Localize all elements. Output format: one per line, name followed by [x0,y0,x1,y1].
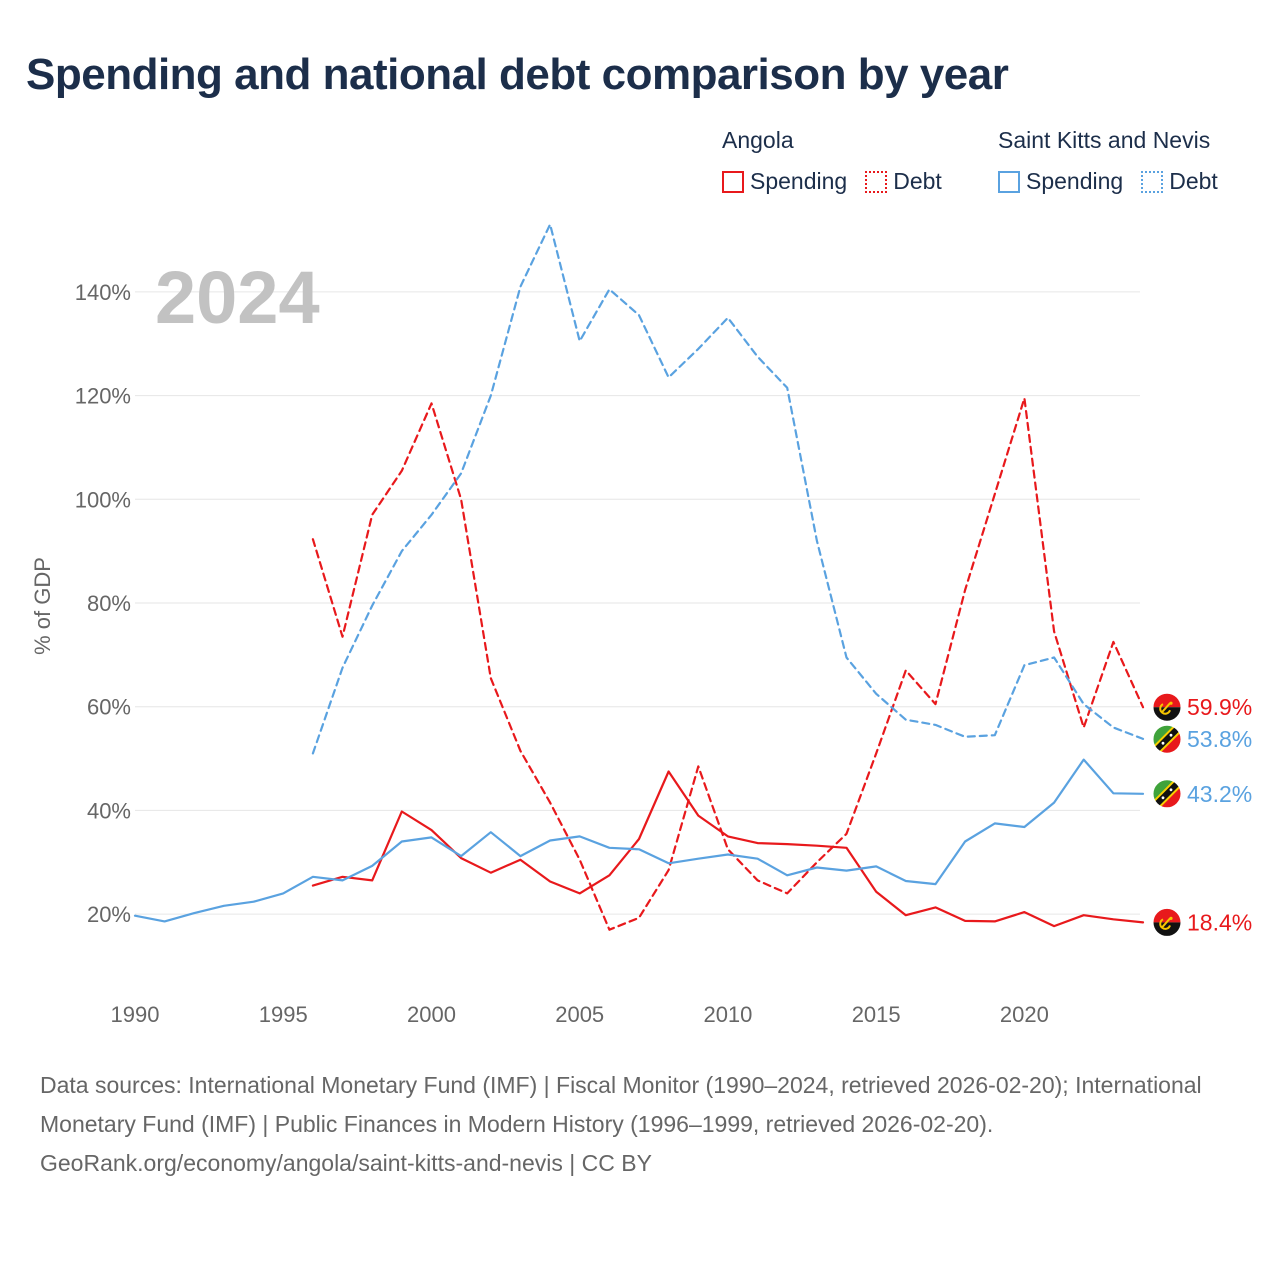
legend-angola: Angola Spending Debt [722,124,942,195]
x-tick-label: 1990 [111,1002,160,1027]
legend-skn-spending-label: Spending [1026,168,1124,194]
series-line-1[interactable] [311,397,1145,931]
series-end-label-3: 53.8% [1187,726,1252,752]
legend-dotted-swatch [865,170,888,193]
y-axis-label: % of GDP [30,557,55,655]
legend-skn-debt-label: Debt [1169,168,1218,194]
flag-icon-skn [1152,724,1182,754]
x-tick-label: 2020 [1000,1002,1049,1027]
line-chart: 20% 40% 60% 80% 100% 120% 140% 1990 1995 2000 200… [30,223,1252,1027]
legend-skn: Saint Kitts and Nevis Spending Debt [998,124,1218,195]
footer-sources: Data sources: International Monetary Fun… [40,1072,1202,1137]
y-tick-label: 140% [75,280,131,305]
series-end-label-2: 43.2% [1187,781,1252,807]
series-line-0[interactable] [311,770,1145,928]
x-tick-label: 2000 [407,1002,456,1027]
legend-angola-spending-label: Spending [750,168,848,194]
legend-angola-debt-label: Debt [893,168,942,194]
flag-icon-angola [1152,907,1182,937]
footer: Data sources: International Monetary Fun… [40,1066,1240,1183]
y-tick-label: 80% [87,591,131,616]
x-tick-label: 2005 [555,1002,604,1027]
y-tick-label: 60% [87,695,131,720]
legend-angola-spending[interactable]: Spending [722,168,847,195]
series-line-2[interactable] [133,758,1145,923]
flag-icon-skn [1152,779,1182,809]
y-tick-label: 20% [87,902,131,927]
legend-solid-swatch [998,170,1020,193]
chart-title: Spending and national debt comparison by… [26,50,1009,99]
year-label: 2024 [155,256,320,339]
legend-angola-debt[interactable]: Debt [865,168,942,195]
x-tick-label: 1995 [259,1002,308,1027]
legend-country-angola: Angola [722,127,794,153]
series-end-label-1: 59.9% [1187,694,1252,720]
flag-icon-angola [1152,692,1182,722]
y-tick-label: 120% [75,384,131,409]
x-tick-label: 2010 [703,1002,752,1027]
legend-dotted-swatch [1141,170,1164,193]
y-tick-label: 100% [75,487,131,512]
legend-skn-spending[interactable]: Spending [998,168,1123,195]
footer-attribution: GeoRank.org/economy/angola/saint-kitts-a… [40,1150,652,1176]
legend-skn-debt[interactable]: Debt [1141,168,1218,195]
series-line-3[interactable] [311,223,1145,755]
x-tick-label: 2015 [852,1002,901,1027]
y-tick-label: 40% [87,798,131,823]
legend-country-skn: Saint Kitts and Nevis [998,127,1211,153]
series-end-label-0: 18.4% [1187,909,1252,935]
legend-solid-swatch [722,170,744,193]
